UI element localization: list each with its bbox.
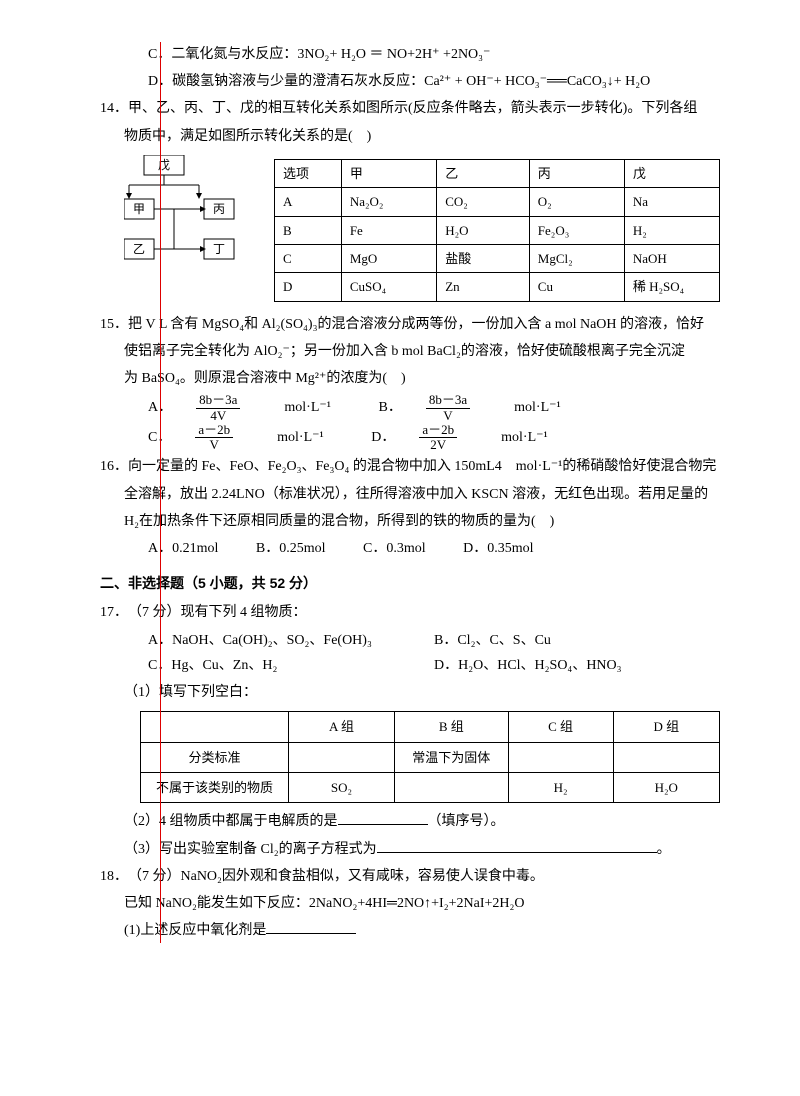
q15-opt-a: A．8b－3a4V mol·L⁻¹ [148, 393, 353, 423]
q15-l2: 使铝离子完全转化为 AlO₂⁻；另一份加入含 b mol BaCl₂的溶液，恰好… [100, 339, 720, 364]
q15-number: 15． [100, 312, 128, 337]
q14-stem-line1: 14．甲、乙、丙、丁、戊的相互转化关系如图所示(反应条件略去，箭头表示一步转化)… [100, 96, 720, 121]
q17-p2-text: （2）4 组物质中都属于电解质的是 [124, 814, 338, 829]
section2-heading: 二、非选择题（5 小题，共 52 分） [100, 571, 720, 596]
q16-opt-c: C．0.3mol [363, 536, 426, 561]
q14-th-2: 乙 [437, 159, 530, 187]
q16-options: A．0.21mol B．0.25mol C．0.3mol D．0.35mol [100, 536, 720, 561]
q17-p3: （3）写出实验室制备 Cl₂的离子方程式为 。 [100, 837, 720, 862]
node-jia: 甲 [133, 202, 145, 216]
q16-opt-d: D．0.35mol [463, 536, 533, 561]
q14-row-a: ANa₂O₂CO₂O₂Na [275, 188, 720, 216]
q14-diagram-svg: 戊 甲 乙 丙 丁 [124, 155, 254, 265]
q14-stem-line2: 物质中，满足如图所示转化关系的是( ) [100, 124, 720, 149]
q14-row-c: CMgO盐酸MgCl₂NaOH [275, 244, 720, 272]
q15-options: A．8b－3a4V mol·L⁻¹ B．8b－3aV mol·L⁻¹ C．a－2… [100, 393, 720, 452]
q18-l3: (1)上述反应中氧化剂是 [100, 918, 720, 943]
q14-th-4: 戊 [624, 159, 719, 187]
q17-p2-blank [338, 810, 428, 825]
q14-row-d: DCuSO₄ZnCu稀 H₂SO₄ [275, 273, 720, 301]
q13-opt-c: C．二氧化氮与水反应：3NO₂+ H₂O ＝ NO+2H⁺ +2NO₃⁻ [100, 42, 720, 67]
q14-row-b: BFeH₂OFe₂O₃H₂ [275, 216, 720, 244]
q18-number: 18． [100, 864, 128, 889]
q17-p2-tail: （填序号）。 [428, 814, 505, 829]
q14-diagram: 戊 甲 乙 丙 丁 [124, 155, 254, 265]
q14-number: 14． [100, 96, 128, 121]
q17-group-a: A．NaOH、Ca(OH)₂、SO₂、Fe(OH)₃ [148, 628, 434, 653]
q17-p3-blank [377, 838, 657, 853]
node-yi: 乙 [133, 242, 145, 256]
q14-th-0: 选项 [275, 159, 342, 187]
q16-number: 16． [100, 454, 128, 479]
q18-t: （7 分）NaNO₂因外观和食盐相似，又有咸味，容易使人误食中毒。 [128, 869, 544, 884]
q16-l3: H₂在加热条件下还原相同质量的混合物，所得到的铁的物质的量为( ) [100, 509, 720, 534]
q14-table: 选项 甲 乙 丙 戊 ANa₂O₂CO₂O₂Na BFeH₂OFe₂O₃H₂ C… [274, 159, 720, 302]
q17-groups-row2: C．Hg、Cu、Zn、H₂ D．H₂O、HCl、H₂SO₄、HNO₃ [100, 653, 720, 678]
margin-redline [160, 42, 161, 943]
q17-p3-text: （3）写出实验室制备 Cl₂的离子方程式为 [124, 842, 377, 857]
q17-t: （7 分）现有下列 4 组物质： [128, 605, 307, 620]
q13-opt-d: D．碳酸氢钠溶液与少量的澄清石灰水反应：Ca²⁺ + OH⁻+ HCO₃⁻══C… [100, 69, 720, 94]
q16-opt-b: B．0.25mol [256, 536, 326, 561]
q15-opt-b: B．8b－3aV mol·L⁻¹ [379, 393, 583, 423]
q17-row-1: 分类标准 常温下为固体 [141, 742, 720, 772]
q17-groups-row1: A．NaOH、Ca(OH)₂、SO₂、Fe(OH)₃ B．Cl₂、C、S、Cu [100, 628, 720, 653]
q17-group-d: D．H₂O、HCl、H₂SO₄、HNO₃ [434, 653, 720, 678]
q14-figure-row: 戊 甲 乙 丙 丁 选项 甲 [124, 155, 720, 306]
q17-group-c: C．Hg、Cu、Zn、H₂ [148, 653, 434, 678]
q16-opt-a: A．0.21mol [148, 536, 218, 561]
node-ding: 丁 [213, 242, 225, 256]
q16-l2: 全溶解，放出 2.24LNO（标准状况），往所得溶液中加入 KSCN 溶液，无红… [100, 482, 720, 507]
q14-th-1: 甲 [341, 159, 436, 187]
q17-row-2: 不属于该类别的物质 SO₂ H₂ H₂O [141, 772, 720, 802]
node-bing: 丙 [213, 202, 225, 216]
q17-stem: 17．（7 分）现有下列 4 组物质： [100, 600, 720, 625]
q14-th-row: 选项 甲 乙 丙 戊 [275, 159, 720, 187]
q15-opt-c: C．a－2bV mol·L⁻¹ [148, 423, 346, 453]
q17-p3-tail: 。 [657, 842, 671, 857]
q14-text1: 甲、乙、丙、丁、戊的相互转化关系如图所示(反应条件略去，箭头表示一步转化)。下列… [128, 101, 697, 116]
q16-t1: 向一定量的 Fe、FeO、Fe₂O₃、Fe₃O₄ 的混合物中加入 150mL4 … [128, 459, 716, 474]
q18-l3-blank [266, 919, 356, 934]
q16-l1: 16．向一定量的 Fe、FeO、Fe₂O₃、Fe₃O₄ 的混合物中加入 150m… [100, 454, 720, 479]
q17-number: 17． [100, 600, 128, 625]
q17-table: A 组 B 组 C 组 D 组 分类标准 常温下为固体 不属于该类别的物质 SO… [140, 711, 720, 803]
q15-l3: 为 BaSO₄。则原混合溶液中 Mg²⁺的浓度为( ) [100, 366, 720, 391]
q14-th-3: 丙 [529, 159, 624, 187]
q15-t1: 把 V L 含有 MgSO₄和 Al₂(SO₄)₃的混合溶液分成两等份，一份加入… [128, 317, 704, 332]
q18-stem: 18．（7 分）NaNO₂因外观和食盐相似，又有咸味，容易使人误食中毒。 [100, 864, 720, 889]
q17-th-row: A 组 B 组 C 组 D 组 [141, 712, 720, 742]
q17-group-b: B．Cl₂、C、S、Cu [434, 628, 720, 653]
q15-l1: 15．把 V L 含有 MgSO₄和 Al₂(SO₄)₃的混合溶液分成两等份，一… [100, 312, 720, 337]
q18-l3-text: (1)上述反应中氧化剂是 [124, 923, 266, 938]
q18-l2: 已知 NaNO₂能发生如下反应：2NaNO₂+4HI═2NO↑+I₂+2NaI+… [100, 891, 720, 916]
q17-p2: （2）4 组物质中都属于电解质的是 （填序号）。 [100, 809, 720, 834]
q15-opt-d: D．a－2b2V mol·L⁻¹ [371, 423, 570, 453]
q17-p1: （1）填写下列空白： [100, 680, 720, 705]
